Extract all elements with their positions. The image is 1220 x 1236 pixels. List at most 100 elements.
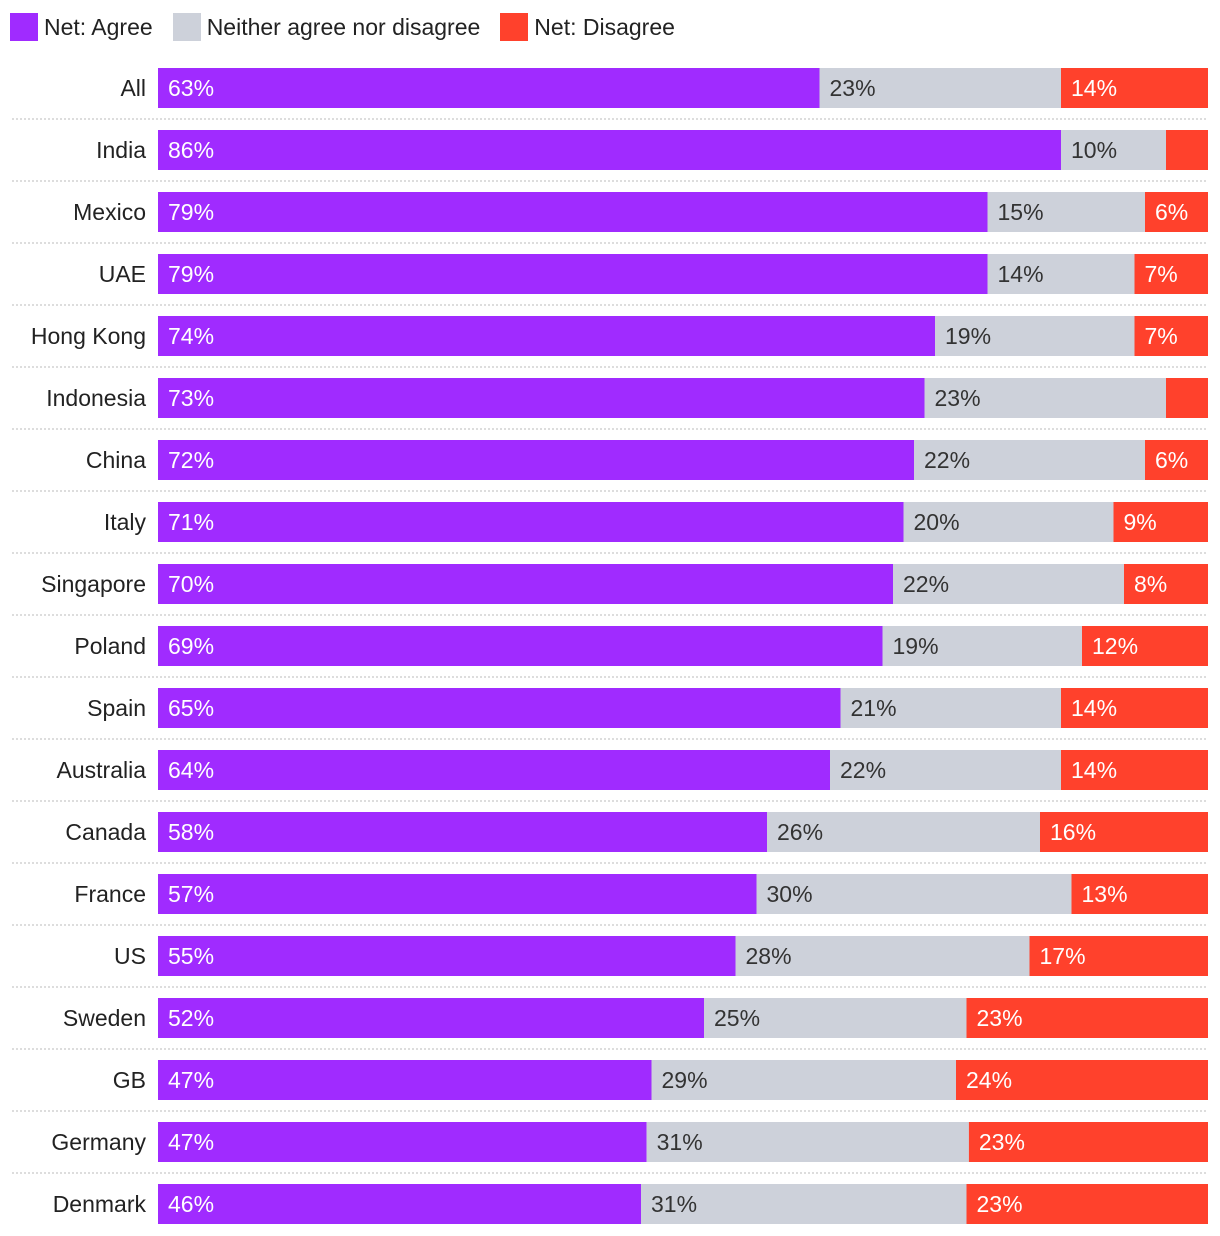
data-label-agree-france: 57% <box>168 881 214 907</box>
bar-disagree-poland <box>1082 626 1208 666</box>
bar-agree-all <box>158 68 820 108</box>
data-label-disagree-italy: 9% <box>1124 509 1157 535</box>
bar-agree-france <box>158 874 757 914</box>
data-label-disagree-all: 14% <box>1071 75 1117 101</box>
bar-neither-gb <box>651 1060 956 1100</box>
data-label-disagree-poland: 12% <box>1092 633 1138 659</box>
data-label-agree-mexico: 79% <box>168 199 214 225</box>
legend-swatch-disagree <box>500 13 529 41</box>
data-label-neither-germany: 31% <box>657 1129 703 1155</box>
bar-agree-mexico <box>158 192 988 232</box>
country-label-italy: Italy <box>104 509 147 535</box>
data-label-neither-mexico: 15% <box>998 199 1044 225</box>
bar-disagree-mexico <box>1145 192 1208 232</box>
data-label-agree-canada: 58% <box>168 819 214 845</box>
bar-neither-uae <box>987 254 1135 294</box>
data-label-neither-spain: 21% <box>851 695 897 721</box>
data-label-agree-us: 55% <box>168 943 214 969</box>
bar-agree-denmark <box>158 1184 641 1224</box>
bar-neither-mexico <box>987 192 1145 232</box>
bar-neither-italy <box>903 502 1114 542</box>
bar-agree-gb <box>158 1060 652 1100</box>
data-label-disagree-canada: 16% <box>1050 819 1096 845</box>
country-label-canada: Canada <box>65 819 146 845</box>
bar-neither-us <box>735 936 1030 976</box>
bar-neither-germany <box>646 1122 969 1162</box>
data-label-agree-denmark: 46% <box>168 1191 214 1217</box>
data-label-agree-germany: 47% <box>168 1129 214 1155</box>
bar-disagree-france <box>1071 874 1208 914</box>
data-label-neither-hong-kong: 19% <box>945 323 991 349</box>
bar-agree-hong-kong <box>158 316 935 356</box>
country-label-sweden: Sweden <box>63 1005 146 1031</box>
bar-agree-germany <box>158 1122 647 1162</box>
country-label-india: India <box>96 137 146 163</box>
data-label-neither-sweden: 25% <box>714 1005 760 1031</box>
data-label-neither-singapore: 22% <box>903 571 949 597</box>
data-label-disagree-singapore: 8% <box>1134 571 1167 597</box>
bar-neither-india <box>1061 130 1166 170</box>
data-label-neither-france: 30% <box>767 881 813 907</box>
country-label-mexico: Mexico <box>73 199 146 225</box>
data-label-disagree-china: 6% <box>1155 447 1188 473</box>
country-label-china: China <box>86 447 146 473</box>
data-label-neither-poland: 19% <box>893 633 939 659</box>
country-label-gb: GB <box>113 1067 146 1093</box>
bar-disagree-australia <box>1061 750 1208 790</box>
data-label-disagree-australia: 14% <box>1071 757 1117 783</box>
data-label-disagree-denmark: 23% <box>977 1191 1023 1217</box>
bar-disagree-canada <box>1040 812 1208 852</box>
bar-neither-canada <box>767 812 1040 852</box>
data-label-agree-italy: 71% <box>168 509 214 535</box>
legend: Net: Agree Neither agree nor disagree Ne… <box>10 11 695 43</box>
data-label-neither-australia: 22% <box>840 757 886 783</box>
legend-label-disagree: Net: Disagree <box>534 13 675 40</box>
bar-neither-singapore <box>893 564 1124 604</box>
country-label-france: France <box>74 881 146 907</box>
data-label-agree-india: 86% <box>168 137 214 163</box>
country-label-all: All <box>120 75 146 101</box>
bar-neither-all <box>819 68 1061 108</box>
data-label-agree-china: 72% <box>168 447 214 473</box>
bar-agree-spain <box>158 688 841 728</box>
data-label-neither-uae: 14% <box>998 261 1044 287</box>
country-label-singapore: Singapore <box>41 571 146 597</box>
bar-disagree-germany <box>968 1122 1208 1162</box>
bar-neither-denmark <box>641 1184 967 1224</box>
country-label-uae: UAE <box>99 261 146 287</box>
bar-disagree-indonesia <box>1166 378 1208 418</box>
country-label-indonesia: Indonesia <box>46 385 146 411</box>
data-label-disagree-hong-kong: 7% <box>1145 323 1178 349</box>
data-label-agree-hong-kong: 74% <box>168 323 214 349</box>
bar-disagree-india <box>1166 130 1208 170</box>
bar-disagree-italy <box>1113 502 1208 542</box>
country-label-spain: Spain <box>87 695 146 721</box>
data-label-disagree-spain: 14% <box>1071 695 1117 721</box>
data-label-disagree-germany: 23% <box>979 1129 1025 1155</box>
bar-agree-uae <box>158 254 988 294</box>
country-label-hong-kong: Hong Kong <box>31 323 146 349</box>
data-label-neither-china: 22% <box>924 447 970 473</box>
country-label-germany: Germany <box>51 1129 146 1155</box>
bar-neither-australia <box>830 750 1061 790</box>
bar-agree-australia <box>158 750 830 790</box>
data-label-neither-all: 23% <box>830 75 876 101</box>
data-label-disagree-mexico: 6% <box>1155 199 1188 225</box>
data-label-agree-poland: 69% <box>168 633 214 659</box>
legend-item-disagree: Net: Disagree <box>500 13 675 41</box>
bar-disagree-spain <box>1061 688 1208 728</box>
bar-neither-france <box>756 874 1072 914</box>
bar-agree-indonesia <box>158 378 925 418</box>
bar-agree-poland <box>158 626 883 666</box>
data-label-disagree-us: 17% <box>1040 943 1086 969</box>
bar-disagree-us <box>1029 936 1208 976</box>
data-label-neither-indonesia: 23% <box>935 385 981 411</box>
country-label-poland: Poland <box>74 633 146 659</box>
bar-neither-poland <box>882 626 1082 666</box>
bar-neither-indonesia <box>924 378 1166 418</box>
data-label-neither-italy: 20% <box>914 509 960 535</box>
bar-neither-china <box>914 440 1145 480</box>
bar-disagree-denmark <box>966 1184 1208 1224</box>
legend-label-agree: Net: Agree <box>44 13 153 40</box>
